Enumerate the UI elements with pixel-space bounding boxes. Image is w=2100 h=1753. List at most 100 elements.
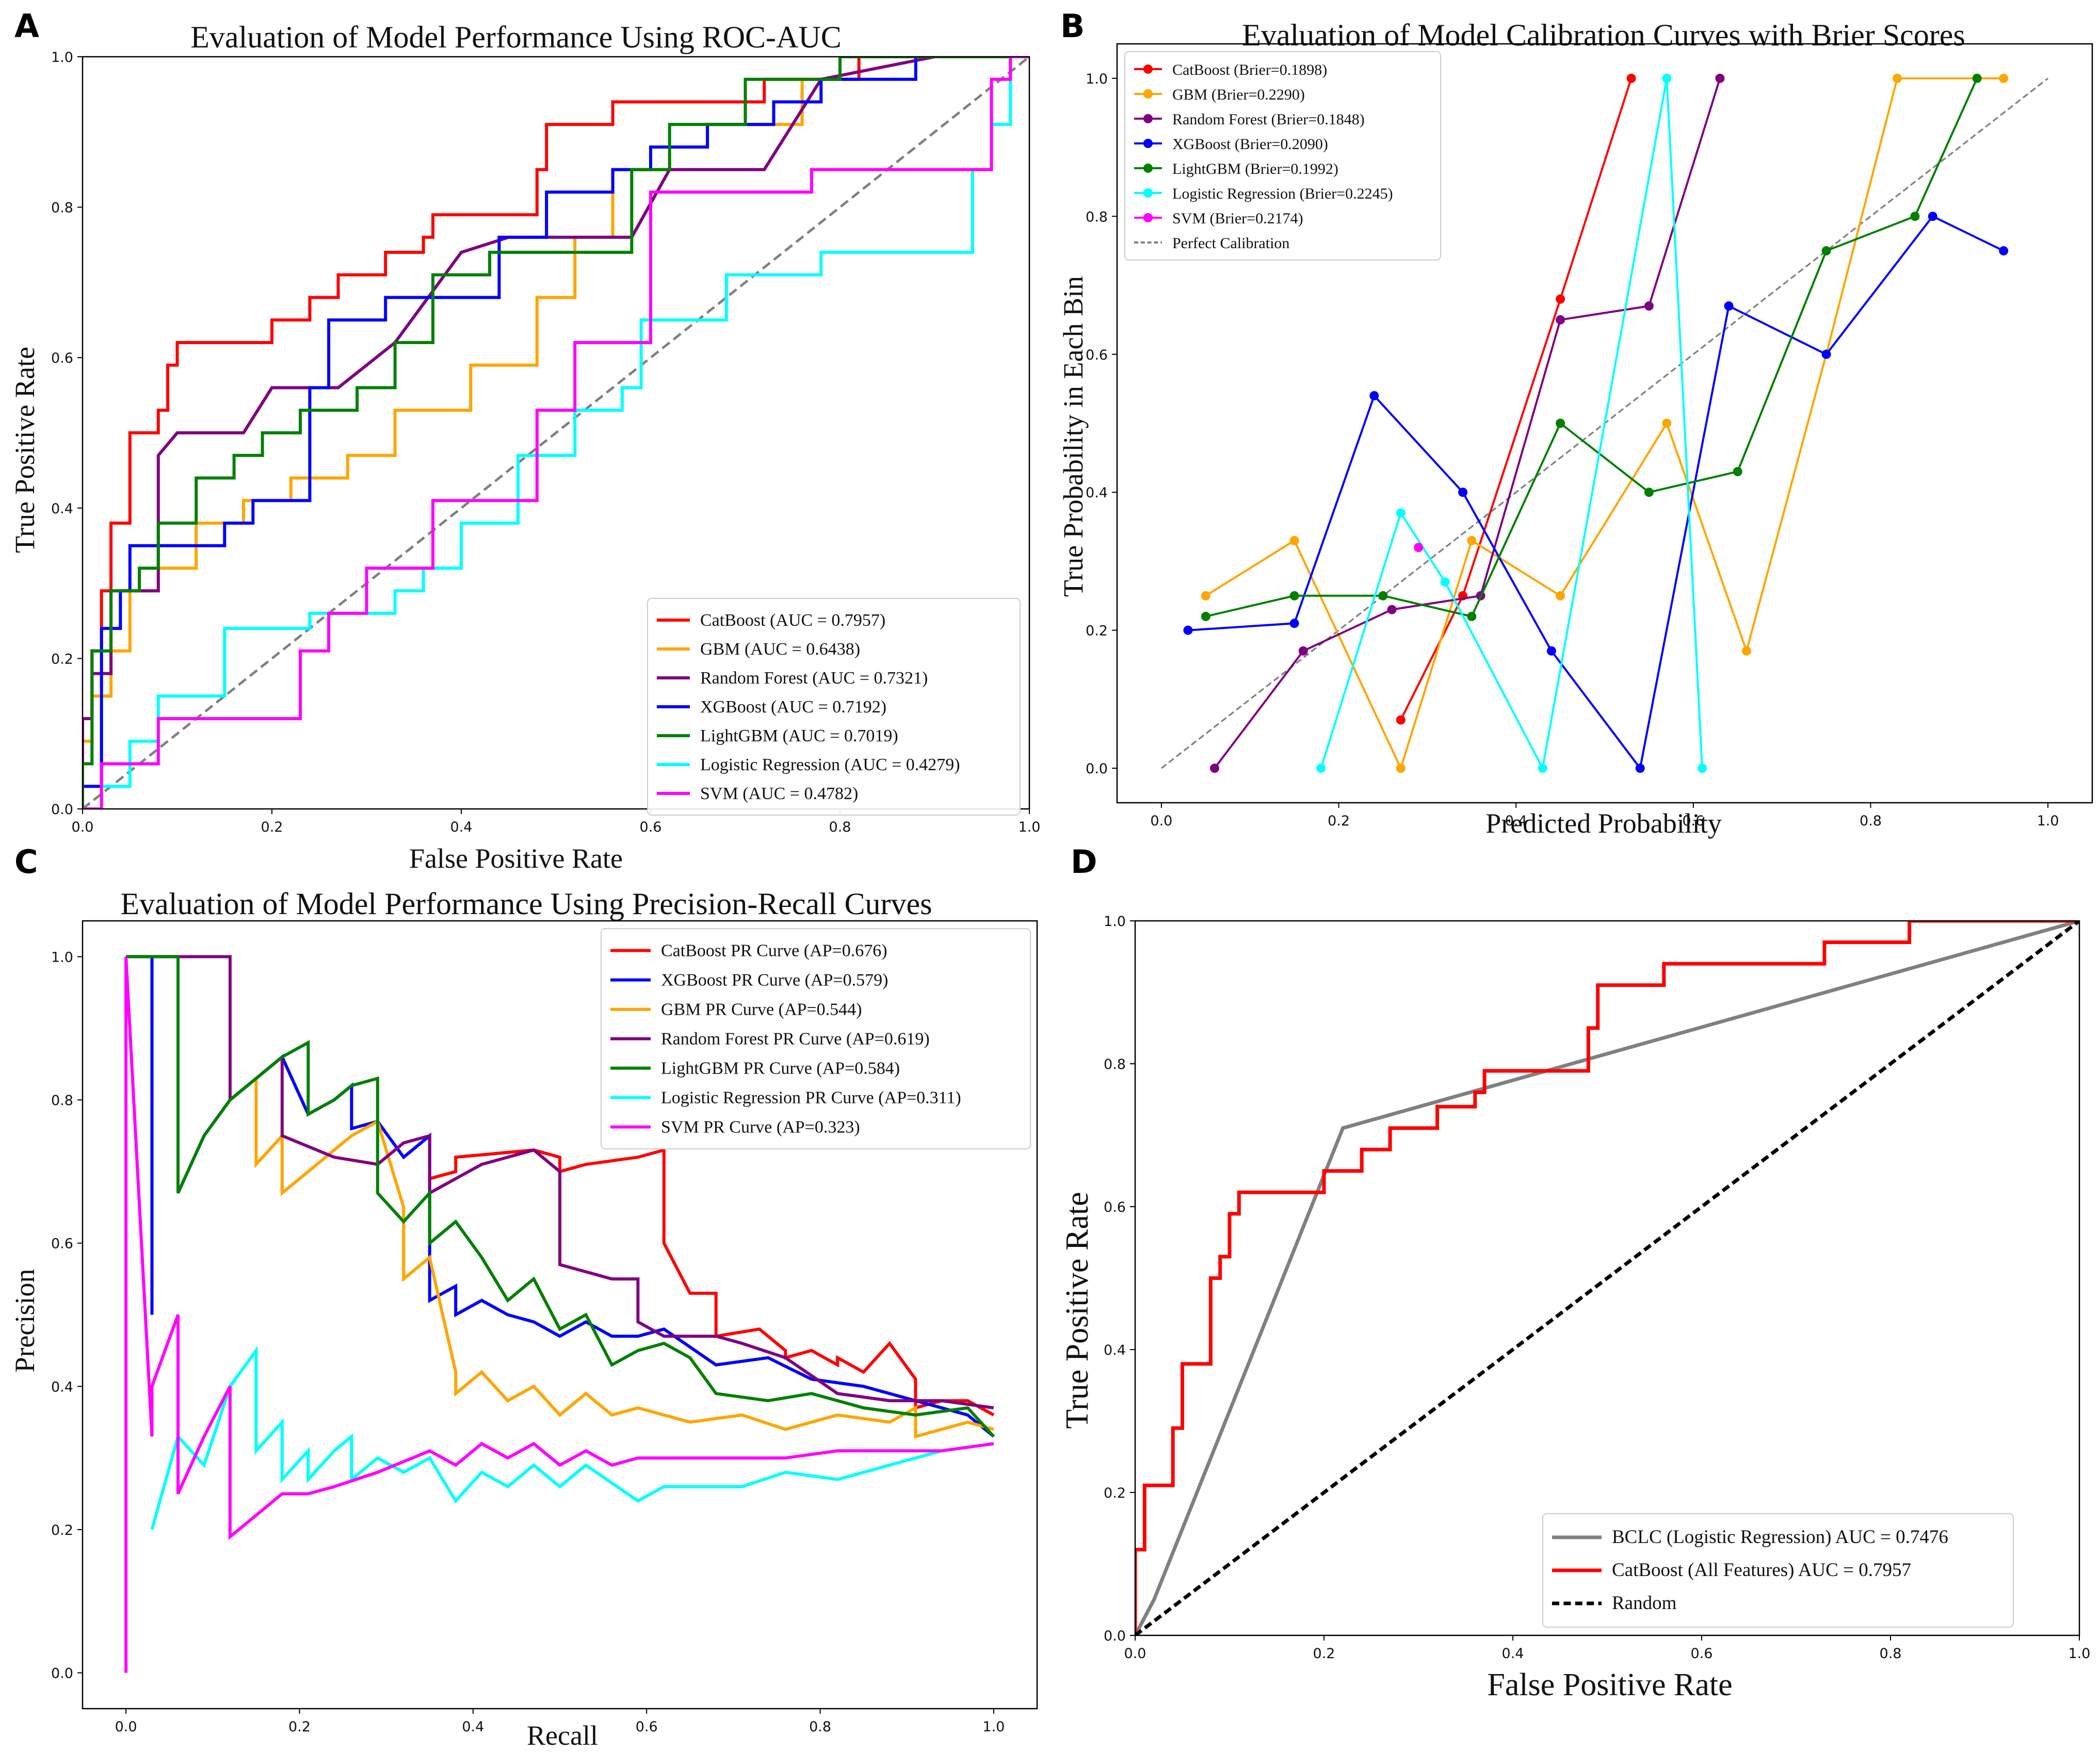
data-point-lightgbm (1378, 591, 1388, 600)
legend-label: Perfect Calibration (1172, 235, 1289, 252)
y-tick-label: 0.6 (51, 1236, 73, 1252)
legend-label: LightGBM (Brier=0.1992) (1172, 160, 1338, 177)
x-tick-label: 0.4 (450, 819, 473, 835)
panel-letter-d: D (1071, 843, 1097, 881)
legend-marker (1143, 164, 1153, 173)
data-point-lightgbm (1289, 591, 1299, 600)
legend: CatBoost (AUC = 0.7957) GBM (AUC = 0.6438… (647, 598, 1021, 816)
data-point-lightgbm (1972, 73, 1982, 83)
legend-label: LightGBM (AUC = 0.7019) (700, 726, 898, 745)
x-tick-label: 1.0 (2037, 813, 2059, 829)
plot-series-group (124, 955, 995, 1673)
x-tick-label: 0.0 (115, 1719, 137, 1735)
data-point-catboost (1626, 73, 1636, 83)
legend-label: CatBoost PR Curve (AP=0.676) (661, 942, 887, 961)
series-line-gbm-pr-curve (254, 1078, 994, 1439)
series-line-random-forest-pr-curve (126, 955, 994, 1409)
x-tick-label: 0.4 (1505, 813, 1527, 829)
data-point-gbm (1467, 535, 1477, 545)
data-point-random-forest (1644, 301, 1654, 311)
x-tick-label: 0.8 (1880, 1646, 1902, 1662)
series-line-svm (83, 57, 1029, 809)
x-tick-label: 0.6 (1682, 813, 1704, 829)
data-point-random-forest (1298, 646, 1308, 656)
legend: CatBoost PR Curve (AP=0.676) XGBoost PR C… (601, 928, 1031, 1149)
legend-marker (1143, 114, 1153, 123)
y-tick-label: 0.2 (51, 1522, 73, 1538)
legend: CatBoost (Brier=0.1898) GBM (Brier=0.2290… (1124, 51, 1441, 261)
data-point-catboost (1556, 294, 1565, 304)
series-line-logistic-regression (83, 57, 1029, 809)
data-point-xgboost (1821, 349, 1831, 359)
y-axis-label: True Positive Rate (1060, 1192, 1095, 1429)
legend-marker (1143, 64, 1153, 74)
series-line-logistic-regression-pr-curve (150, 1345, 994, 1530)
y-tick-label: 1.0 (51, 50, 73, 66)
panel-c-pr-chart: Evaluation of Model Performance Using Pr… (9, 887, 1038, 1751)
data-point-gbm (1556, 591, 1565, 600)
panel-a-roc-chart: Evaluation of Model Performance Using RO… (9, 20, 1040, 874)
y-tick-label: 1.0 (1104, 914, 1126, 930)
y-tick-label: 0.8 (1104, 1057, 1126, 1073)
x-tick-label: 0.0 (1124, 1646, 1146, 1662)
legend-label: CatBoost (All Features) AUC = 0.7957 (1612, 1560, 1911, 1581)
y-tick-label: 0.0 (1104, 1628, 1126, 1644)
series-line-catboost-pr-curve (429, 1148, 995, 1417)
panel-letter-c: C (14, 843, 38, 881)
series-line-logistic-regression (1320, 78, 1703, 772)
chart-title: Evaluation of Model Calibration Curves w… (1242, 18, 1965, 52)
legend-frame (1542, 1513, 2014, 1628)
legend-label: Logistic Regression (Brier=0.2245) (1172, 185, 1393, 202)
data-point-xgboost (1369, 391, 1379, 401)
data-point-xgboost (1999, 246, 2009, 256)
data-point-lightgbm (1910, 212, 1920, 221)
data-point-svm (1414, 543, 1424, 553)
y-tick-label: 0.0 (51, 1666, 73, 1682)
y-tick-label: 0.2 (1104, 1485, 1126, 1501)
legend-label: GBM (AUC = 0.6438) (700, 640, 860, 659)
data-point-logistic-regression (1538, 764, 1547, 773)
data-point-random-forest (1556, 315, 1565, 324)
x-tick-label: 0.0 (1150, 813, 1172, 829)
data-point-xgboost (1183, 625, 1193, 635)
y-tick-label: 0.8 (51, 200, 73, 216)
legend-frame (1124, 51, 1441, 261)
y-tick-label: 0.8 (1086, 209, 1108, 225)
x-axis-label: False Positive Rate (1487, 1667, 1732, 1702)
y-tick-label: 0.6 (1104, 1199, 1126, 1215)
data-point-lightgbm (1821, 246, 1831, 256)
data-point-random-forest (1715, 73, 1725, 83)
legend-label: GBM (Brier=0.2290) (1172, 86, 1305, 103)
x-tick-label: 0.8 (809, 1719, 831, 1735)
legend-label: XGBoost (Brier=0.2090) (1172, 136, 1328, 153)
series-line-lightgbm (83, 57, 1029, 809)
x-tick-label: 0.6 (636, 1719, 658, 1735)
y-tick-label: 0.6 (1086, 347, 1108, 363)
legend-label: BCLC (Logistic Regression) AUC = 0.7476 (1612, 1527, 1948, 1548)
y-tick-label: 0.4 (1104, 1342, 1126, 1358)
x-tick-label: 0.2 (288, 1719, 311, 1735)
reference-line (83, 57, 1029, 809)
data-point-lightgbm (1644, 488, 1654, 497)
legend-marker (1143, 188, 1153, 198)
plot-frame (1116, 43, 2093, 804)
plot-frame (82, 56, 1030, 810)
x-tick-label: 0.0 (72, 819, 94, 835)
x-tick-label: 1.0 (982, 1719, 1005, 1735)
panel-b-calibration-chart: Evaluation of Model Calibration Curves w… (1058, 18, 2093, 839)
legend-marker (1143, 213, 1153, 222)
x-axis-label: Recall (527, 1720, 598, 1751)
plot-series-group (1135, 921, 2079, 1635)
x-tick-label: 0.8 (1860, 813, 1882, 829)
data-point-xgboost (1635, 764, 1645, 773)
y-tick-label: 0.4 (51, 501, 73, 517)
data-point-gbm (1201, 591, 1210, 600)
x-tick-label: 0.2 (1313, 1646, 1335, 1662)
plot-series-group (1160, 73, 2049, 773)
x-axis-label: Predicted Probability (1485, 808, 1721, 839)
data-point-logistic-regression (1396, 508, 1406, 518)
data-point-logistic-regression (1440, 577, 1450, 587)
series-line-svm-pr-curve (124, 956, 994, 1673)
legend-label: SVM (Brier=0.2174) (1172, 210, 1303, 227)
legend-marker (1143, 89, 1153, 99)
